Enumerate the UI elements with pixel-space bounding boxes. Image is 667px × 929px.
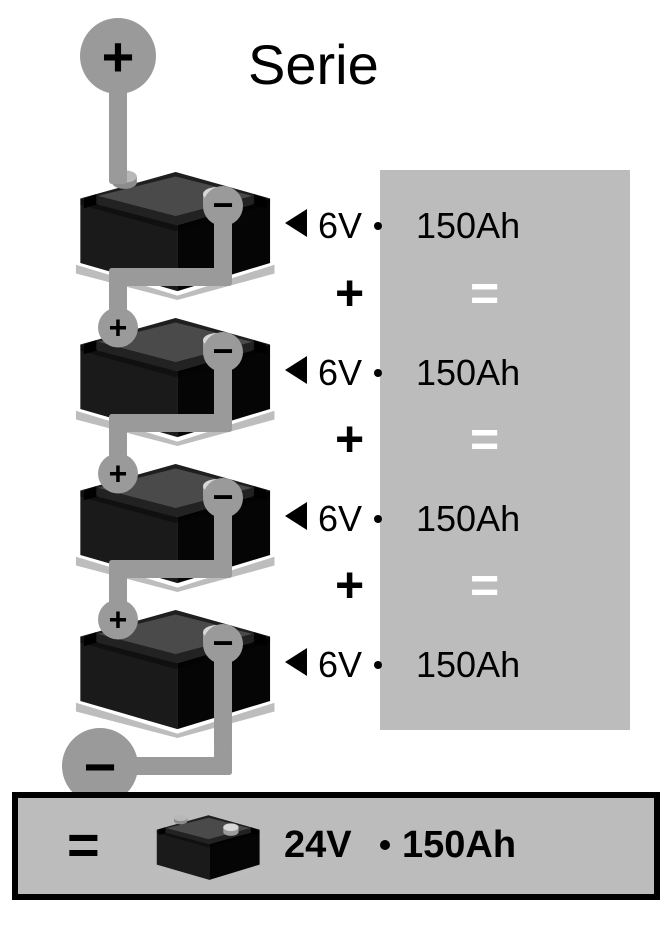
separator-dot	[366, 205, 390, 247]
result-separator-dot	[372, 824, 398, 867]
pointer-arrow-icon	[285, 502, 307, 530]
svg-text:−: −	[212, 330, 233, 371]
battery-capacity: 150Ah	[416, 352, 520, 394]
svg-text:+: +	[109, 456, 128, 492]
battery-voltage: 6V	[318, 205, 362, 247]
battery-voltage: 6V	[318, 498, 362, 540]
battery-capacity: 150Ah	[416, 205, 520, 247]
result-battery-icon	[152, 798, 262, 890]
battery-capacity: 150Ah	[416, 498, 520, 540]
result-voltage: 24V	[284, 824, 352, 867]
svg-text:+: +	[109, 310, 128, 346]
battery-voltage: 6V	[318, 352, 362, 394]
battery-voltage: 6V	[318, 644, 362, 686]
svg-text:−: −	[212, 476, 233, 517]
result-capacity: 150Ah	[402, 824, 516, 867]
capacity-operator: =	[470, 268, 499, 318]
svg-text:−: −	[212, 622, 233, 663]
svg-text:+: +	[109, 602, 128, 638]
capacity-operator: =	[470, 414, 499, 464]
pointer-arrow-icon	[285, 648, 307, 676]
voltage-operator: +	[335, 560, 364, 610]
voltage-operator: +	[335, 414, 364, 464]
result-equals: =	[67, 812, 100, 877]
positive-terminal: +	[80, 18, 156, 94]
pointer-arrow-icon	[285, 356, 307, 384]
voltage-operator: +	[335, 268, 364, 318]
pointer-arrow-icon	[285, 209, 307, 237]
battery-capacity: 150Ah	[416, 644, 520, 686]
separator-dot	[366, 644, 390, 686]
diagram-canvas: Serie+−+−+−−+−6V150Ah6V150Ah6V150Ah6V150…	[0, 0, 667, 929]
separator-dot	[366, 498, 390, 540]
svg-text:−: −	[212, 184, 233, 225]
capacity-operator: =	[470, 560, 499, 610]
separator-dot	[366, 352, 390, 394]
